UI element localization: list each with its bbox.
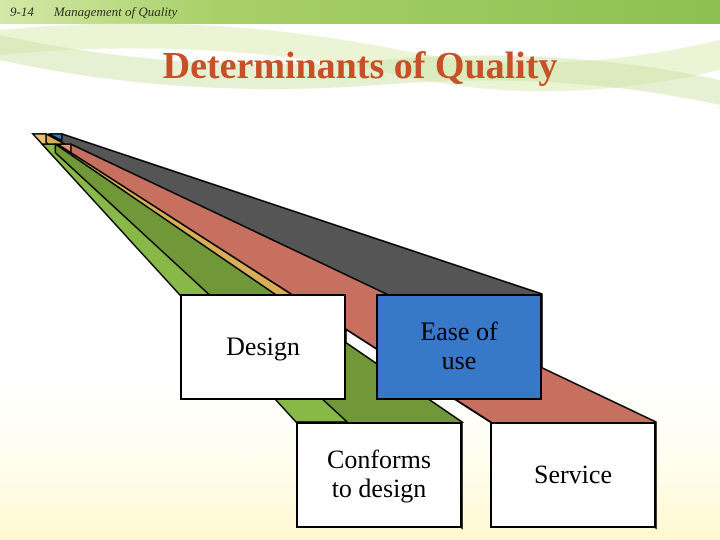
design-box: Design: [180, 294, 346, 400]
page-title: Determinants of Quality: [0, 44, 720, 88]
conforms-label: Conformsto design: [327, 446, 431, 503]
design-label: Design: [226, 333, 300, 362]
header-bar: 9-14 Management of Quality: [0, 0, 720, 24]
chapter-title: Management of Quality: [54, 4, 177, 20]
conforms-box: Conformsto design: [296, 422, 462, 528]
diagram-container: Design Ease ofuse Conformsto design Serv…: [0, 110, 720, 540]
ease-of-use-box: Ease ofuse: [376, 294, 542, 400]
service-box: Service: [490, 422, 656, 528]
page-number: 9-14: [10, 4, 34, 20]
service-label: Service: [534, 461, 612, 490]
ease-of-use-label: Ease ofuse: [420, 318, 497, 375]
